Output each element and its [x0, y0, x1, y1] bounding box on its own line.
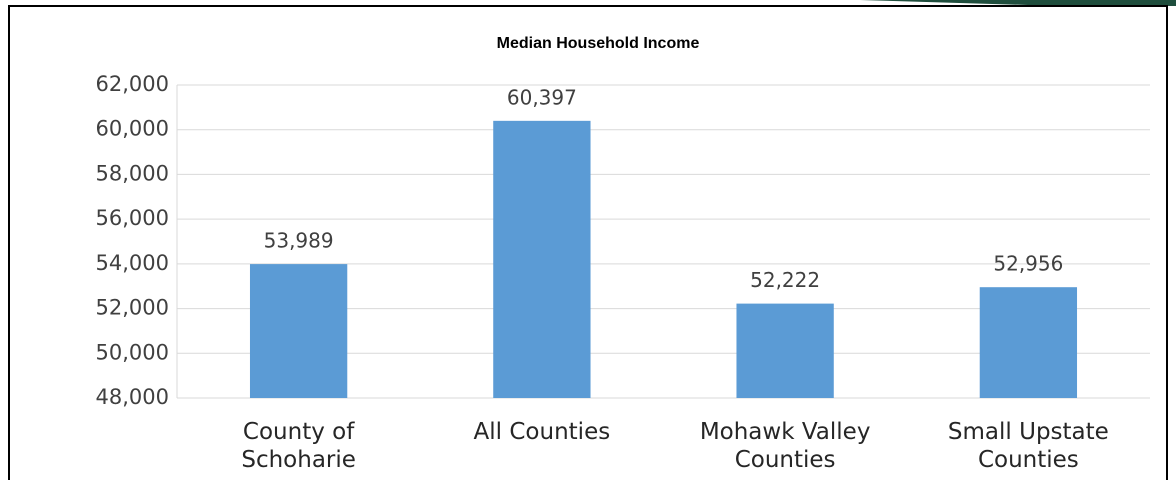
- value-label: 52,222: [750, 268, 820, 292]
- x-tick-label: County of Schoharie: [241, 419, 356, 473]
- y-tick-label: 50,000: [96, 340, 169, 364]
- frame: [8, 5, 1168, 480]
- value-label: 52,956: [993, 252, 1063, 276]
- x-tick-label: Small Upstate Counties: [947, 419, 1109, 473]
- value-label: 60,397: [507, 85, 577, 109]
- chart-title: Median Household Income: [497, 35, 700, 52]
- bar: [249, 264, 348, 398]
- bar: [493, 120, 591, 398]
- bar: [979, 287, 1078, 398]
- x-tick-label: Mohawk Valley Counties: [699, 419, 871, 473]
- y-tick-label: 56,000: [96, 206, 169, 230]
- bar: [736, 303, 834, 398]
- y-tick-label: 60,000: [96, 117, 169, 141]
- x-tick-label: All Counties: [473, 419, 611, 445]
- y-tick-label: 52,000: [96, 296, 169, 320]
- decoration: [860, 0, 1176, 6]
- y-tick-label: 58,000: [96, 161, 169, 185]
- y-tick-label: 54,000: [96, 251, 169, 275]
- y-tick-label: 62,000: [96, 72, 169, 96]
- y-tick-label: 48,000: [96, 385, 169, 409]
- value-label: 53,989: [264, 229, 334, 253]
